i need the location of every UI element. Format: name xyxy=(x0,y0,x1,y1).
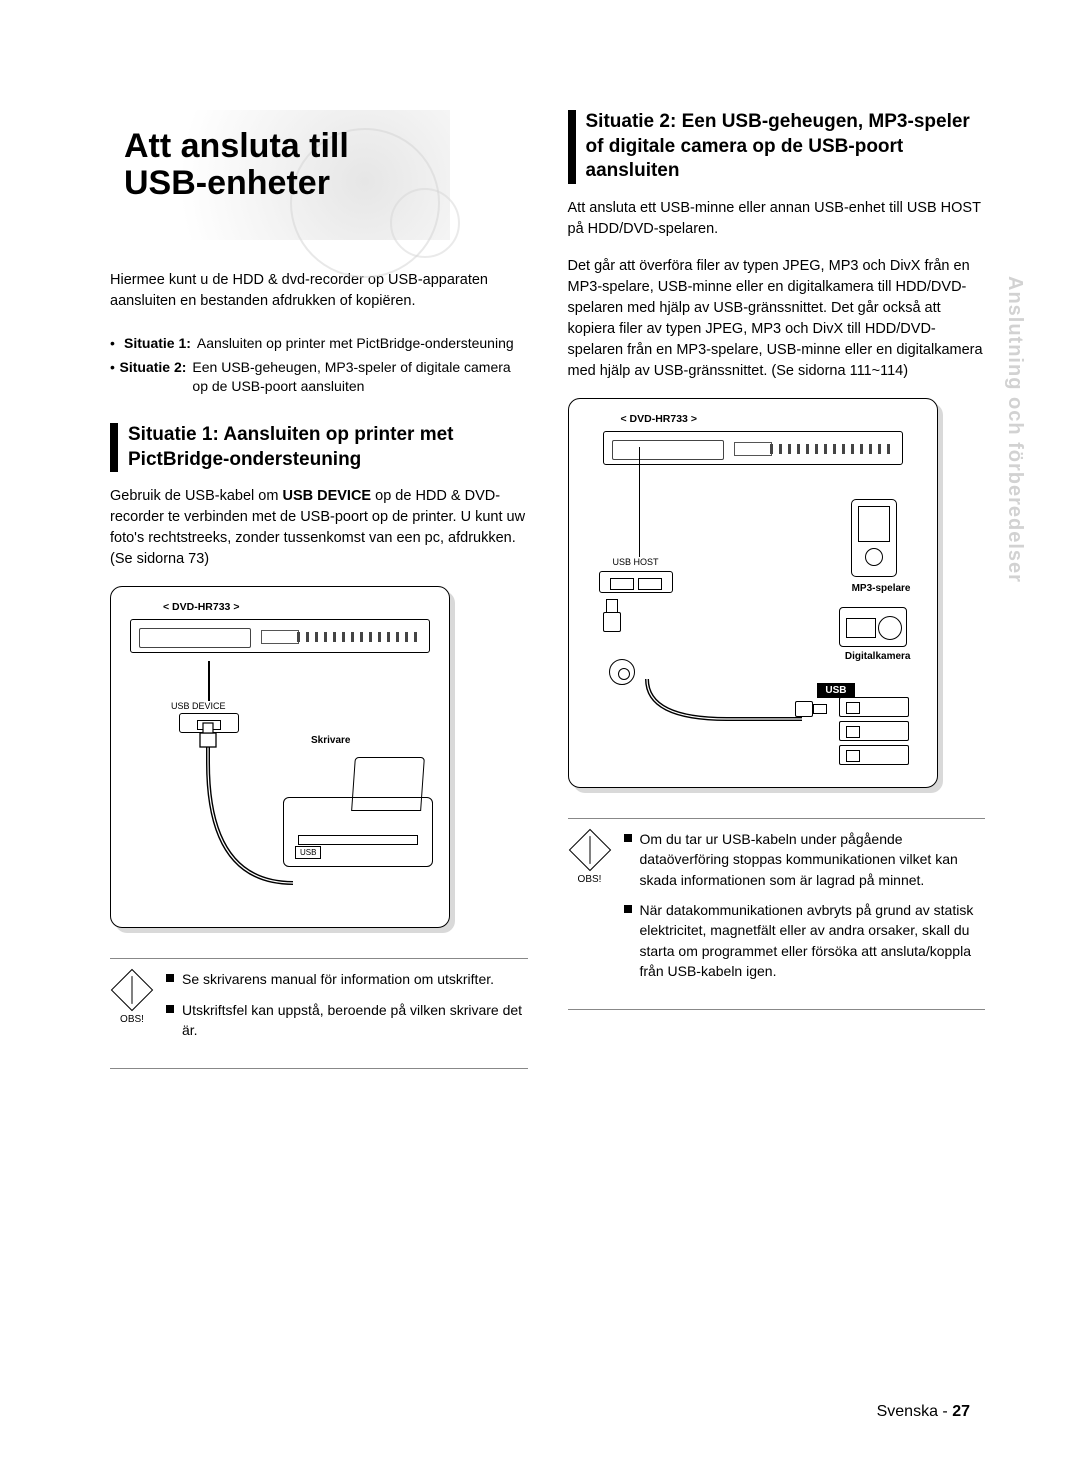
situatie2-text: Een USB-geheugen, MP3-speler of digitale… xyxy=(192,358,527,397)
d2-model-label: < DVD-HR733 > xyxy=(581,413,925,425)
footer-language: Svenska - xyxy=(877,1403,953,1420)
d1-model-label: < DVD-HR733 > xyxy=(123,601,437,613)
usb-device-label: USB DEVICE xyxy=(171,701,437,711)
section1-title: Situatie 1: Aansluiten op printer met Pi… xyxy=(128,423,528,472)
section1-heading: Situatie 1: Aansluiten op printer met Pi… xyxy=(110,423,528,472)
section2-title: Situatie 2: Een USB-geheugen, MP3-speler… xyxy=(586,110,986,184)
usb-host-ports-icon xyxy=(599,571,673,593)
page-title: Att ansluta till USB-enheter xyxy=(110,110,450,221)
mp3-player-icon xyxy=(851,499,897,577)
note-icon xyxy=(568,829,610,871)
section2-p2: Det går att överföra filer av typen JPEG… xyxy=(568,256,986,382)
camera-icon xyxy=(839,607,907,647)
side-tab: Anslutning och förberedelser xyxy=(1003,276,1026,583)
left-column: Att ansluta till USB-enheter Hiermee kun… xyxy=(110,110,528,1069)
diagram-usb-devices: < DVD-HR733 > USB HOST MP3-spelare Digit… xyxy=(568,398,938,788)
situation-list: • Situatie 1: Aansluiten op printer met … xyxy=(110,334,528,397)
note1: OBS! Se skrivarens manual för informatio… xyxy=(110,969,528,1069)
mp3-label: MP3-spelare xyxy=(852,583,911,594)
usb-host-label: USB HOST xyxy=(613,557,659,567)
usb-plug-icon xyxy=(603,599,621,649)
situatie2-label: Situatie 2: xyxy=(120,358,187,397)
note2-item1: Om du tar ur USB-kabeln under pågående d… xyxy=(640,829,986,890)
camera-label: Digitalkamera xyxy=(845,651,911,662)
recorder-icon xyxy=(603,431,903,465)
diagram-printer: < DVD-HR733 > USB DEVICE Skrivare USB xyxy=(110,586,450,928)
note1-item2: Utskriftsfel kan uppstå, beroende på vil… xyxy=(182,1000,528,1041)
footer-page-number: 27 xyxy=(952,1403,970,1420)
intro-text: Hiermee kunt u de HDD & dvd-recorder op … xyxy=(110,270,528,312)
note2-item2: När datakommunikationen avbryts på grund… xyxy=(640,900,986,981)
obs-label: OBS! xyxy=(568,873,612,888)
printer-usb-label: USB xyxy=(295,846,321,859)
usb-hub-icon xyxy=(839,697,909,769)
situatie1-text: Aansluiten op printer met PictBridge-ond… xyxy=(197,334,514,354)
page: Att ansluta till USB-enheter Hiermee kun… xyxy=(0,0,1080,1129)
title-banner: Att ansluta till USB-enheter xyxy=(110,110,450,240)
usb-plug-icon xyxy=(793,701,827,717)
cd-icon xyxy=(609,659,635,685)
right-column: Situatie 2: Een USB-geheugen, MP3-speler… xyxy=(568,110,986,1069)
note-icon xyxy=(111,969,153,1011)
section1-para: Gebruik de USB-kabel om USB DEVICE op de… xyxy=(110,486,528,570)
note2: OBS! Om du tar ur USB-kabeln under pågåe… xyxy=(568,829,986,1010)
note1-item1: Se skrivarens manual för information om … xyxy=(182,969,494,989)
recorder-icon xyxy=(130,619,430,653)
usb-badge: USB xyxy=(817,683,854,698)
usb-plug-icon xyxy=(631,599,649,649)
obs-label: OBS! xyxy=(110,1013,154,1028)
page-footer: Svenska - 27 xyxy=(877,1403,970,1421)
section2-p1: Att ansluta ett USB-minne eller annan US… xyxy=(568,198,986,240)
situatie1-label: Situatie 1: xyxy=(124,334,191,354)
section2-heading: Situatie 2: Een USB-geheugen, MP3-speler… xyxy=(568,110,986,184)
printer-icon: USB xyxy=(283,757,433,867)
